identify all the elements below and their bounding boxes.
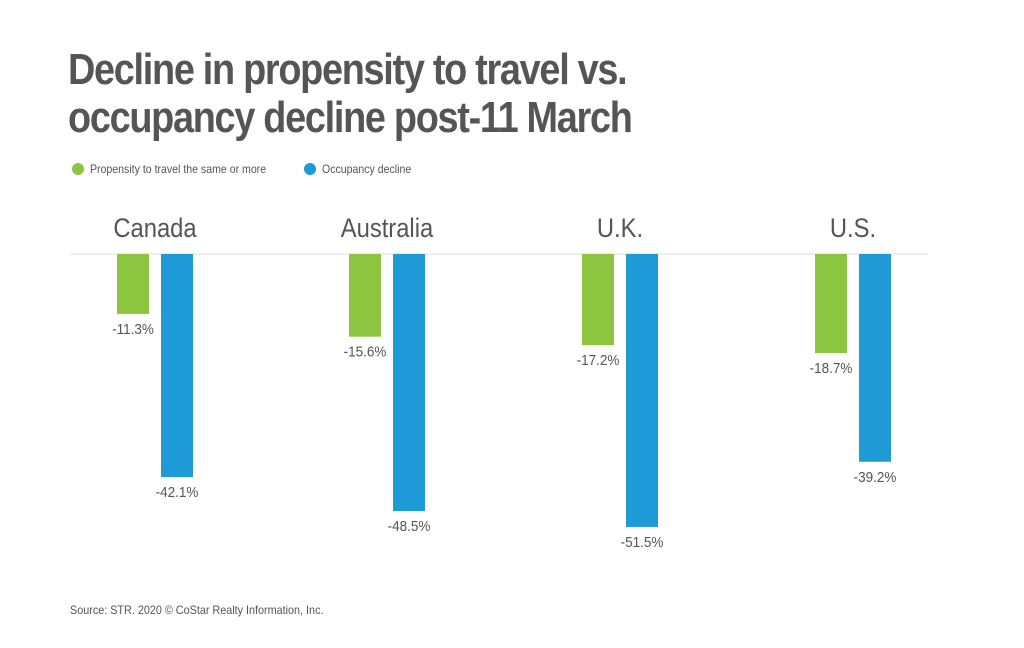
source-note: Source: STR. 2020 © CoStar Realty Inform… [70, 603, 324, 617]
category-label: U.S. [830, 214, 876, 244]
data-label: -15.6% [344, 344, 387, 361]
data-label: -39.2% [854, 469, 897, 486]
bar-occupancy [161, 254, 193, 478]
legend: Propensity to travel the same or more Oc… [72, 162, 437, 176]
legend-label-propensity: Propensity to travel the same or more [90, 162, 267, 176]
category-label: Australia [341, 214, 434, 244]
category-label: U.K. [597, 214, 643, 244]
chart-title: Decline in propensity to travel vs. occu… [68, 46, 842, 142]
bar-occupancy [626, 254, 658, 527]
data-label: -42.1% [156, 485, 199, 502]
bar-occupancy [393, 254, 425, 512]
data-label: -18.7% [810, 360, 853, 377]
bar-propensity [815, 254, 847, 354]
bar-propensity [117, 254, 149, 314]
bar-occupancy [859, 254, 891, 462]
legend-swatch-propensity [72, 163, 84, 175]
chart-title-line-2: occupancy decline post-11 March [68, 93, 633, 142]
legend-label-occupancy: Occupancy decline [322, 162, 412, 176]
data-label: -17.2% [577, 353, 620, 370]
data-label: -51.5% [621, 534, 664, 551]
bar-propensity [582, 254, 614, 346]
legend-item-propensity: Propensity to travel the same or more [72, 162, 290, 176]
data-label: -11.3% [112, 321, 154, 338]
legend-item-occupancy: Occupancy decline [304, 162, 423, 176]
category-label: Canada [113, 214, 197, 244]
legend-swatch-occupancy [304, 163, 317, 175]
data-label: -48.5% [388, 518, 431, 535]
bar-propensity [349, 254, 381, 337]
chart-title-line-1: Decline in propensity to travel vs. [68, 45, 628, 94]
